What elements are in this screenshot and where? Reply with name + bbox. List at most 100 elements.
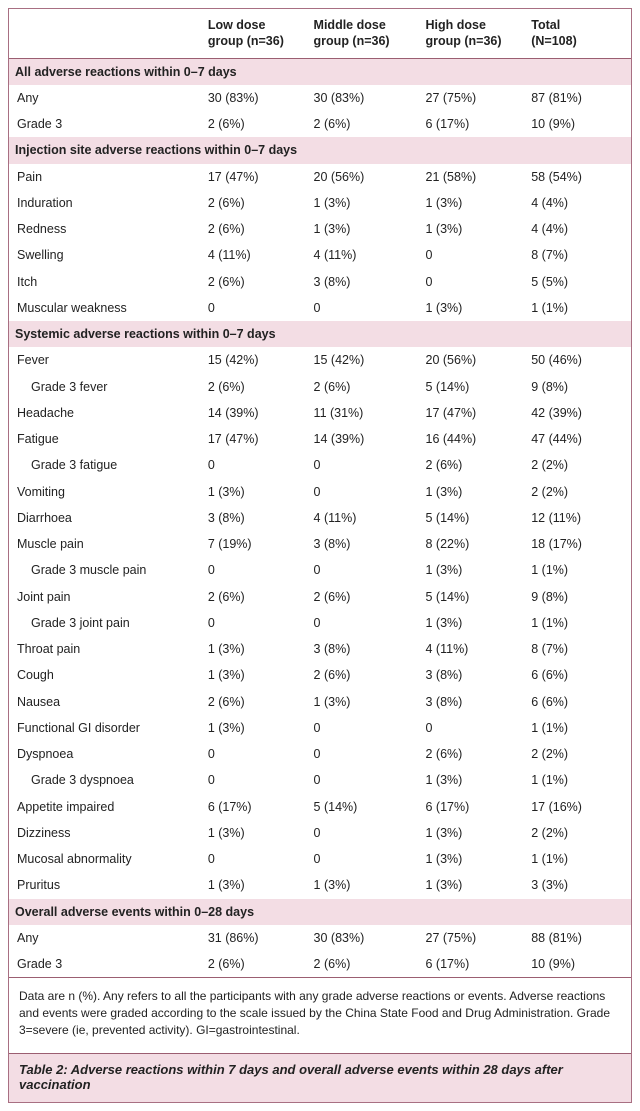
cell-value: 0 bbox=[202, 557, 308, 583]
section-header: All adverse reactions within 0–7 days bbox=[9, 58, 631, 85]
row-label: Grade 3 bbox=[9, 951, 202, 977]
table-row: Grade 32 (6%)2 (6%)6 (17%)10 (9%) bbox=[9, 951, 631, 977]
cell-value: 4 (11%) bbox=[308, 242, 420, 268]
cell-value: 3 (8%) bbox=[420, 689, 526, 715]
table-row: Nausea2 (6%)1 (3%)3 (8%)6 (6%) bbox=[9, 689, 631, 715]
cell-value: 6 (17%) bbox=[202, 794, 308, 820]
row-label: Muscular weakness bbox=[9, 295, 202, 321]
cell-value: 14 (39%) bbox=[308, 426, 420, 452]
cell-value: 0 bbox=[420, 269, 526, 295]
table-row: Mucosal abnormality001 (3%)1 (1%) bbox=[9, 846, 631, 872]
row-label: Pain bbox=[9, 164, 202, 190]
cell-value: 10 (9%) bbox=[525, 111, 631, 137]
col-2: Middle dosegroup (n=36) bbox=[308, 9, 420, 58]
cell-value: 30 (83%) bbox=[308, 925, 420, 951]
cell-value: 1 (3%) bbox=[202, 715, 308, 741]
cell-value: 1 (1%) bbox=[525, 557, 631, 583]
table-row: Any31 (86%)30 (83%)27 (75%)88 (81%) bbox=[9, 925, 631, 951]
cell-value: 5 (14%) bbox=[420, 505, 526, 531]
col-4: Total(N=108) bbox=[525, 9, 631, 58]
cell-value: 2 (6%) bbox=[308, 951, 420, 977]
cell-value: 14 (39%) bbox=[202, 400, 308, 426]
cell-value: 1 (3%) bbox=[202, 636, 308, 662]
cell-value: 2 (2%) bbox=[525, 452, 631, 478]
cell-value: 88 (81%) bbox=[525, 925, 631, 951]
col-label bbox=[9, 9, 202, 58]
row-label: Nausea bbox=[9, 689, 202, 715]
cell-value: 0 bbox=[308, 741, 420, 767]
table-row: Pain17 (47%)20 (56%)21 (58%)58 (54%) bbox=[9, 164, 631, 190]
row-label: Grade 3 muscle pain bbox=[9, 557, 202, 583]
cell-value: 1 (3%) bbox=[420, 295, 526, 321]
cell-value: 2 (6%) bbox=[202, 111, 308, 137]
cell-value: 1 (3%) bbox=[202, 872, 308, 898]
cell-value: 1 (3%) bbox=[308, 190, 420, 216]
cell-value: 0 bbox=[308, 610, 420, 636]
cell-value: 8 (7%) bbox=[525, 636, 631, 662]
table-row: Throat pain1 (3%)3 (8%)4 (11%)8 (7%) bbox=[9, 636, 631, 662]
cell-value: 0 bbox=[308, 557, 420, 583]
table-row: Pruritus1 (3%)1 (3%)1 (3%)3 (3%) bbox=[9, 872, 631, 898]
table-footnote: Data are n (%). Any refers to all the pa… bbox=[9, 977, 631, 1052]
table-row: Grade 3 joint pain001 (3%)1 (1%) bbox=[9, 610, 631, 636]
table-row: Swelling4 (11%)4 (11%)08 (7%) bbox=[9, 242, 631, 268]
row-label: Swelling bbox=[9, 242, 202, 268]
cell-value: 42 (39%) bbox=[525, 400, 631, 426]
cell-value: 2 (2%) bbox=[525, 479, 631, 505]
cell-value: 4 (4%) bbox=[525, 190, 631, 216]
cell-value: 1 (1%) bbox=[525, 767, 631, 793]
cell-value: 4 (11%) bbox=[308, 505, 420, 531]
cell-value: 6 (17%) bbox=[420, 111, 526, 137]
cell-value: 17 (16%) bbox=[525, 794, 631, 820]
row-label: Any bbox=[9, 925, 202, 951]
table-row: Dyspnoea002 (6%)2 (2%) bbox=[9, 741, 631, 767]
cell-value: 0 bbox=[308, 479, 420, 505]
row-label: Induration bbox=[9, 190, 202, 216]
cell-value: 2 (2%) bbox=[525, 820, 631, 846]
cell-value: 2 (2%) bbox=[525, 741, 631, 767]
cell-value: 5 (14%) bbox=[420, 584, 526, 610]
cell-value: 1 (3%) bbox=[308, 872, 420, 898]
table-row: Functional GI disorder1 (3%)001 (1%) bbox=[9, 715, 631, 741]
cell-value: 3 (8%) bbox=[308, 269, 420, 295]
cell-value: 5 (5%) bbox=[525, 269, 631, 295]
table-row: Fever15 (42%)15 (42%)20 (56%)50 (46%) bbox=[9, 347, 631, 373]
cell-value: 27 (75%) bbox=[420, 925, 526, 951]
cell-value: 0 bbox=[308, 715, 420, 741]
cell-value: 50 (46%) bbox=[525, 347, 631, 373]
table-row: Joint pain2 (6%)2 (6%)5 (14%)9 (8%) bbox=[9, 584, 631, 610]
cell-value: 1 (1%) bbox=[525, 610, 631, 636]
cell-value: 3 (8%) bbox=[308, 531, 420, 557]
cell-value: 1 (3%) bbox=[420, 872, 526, 898]
cell-value: 4 (11%) bbox=[202, 242, 308, 268]
row-label: Appetite impaired bbox=[9, 794, 202, 820]
table-row: Induration2 (6%)1 (3%)1 (3%)4 (4%) bbox=[9, 190, 631, 216]
col-1: Low dosegroup (n=36) bbox=[202, 9, 308, 58]
cell-value: 0 bbox=[420, 242, 526, 268]
cell-value: 1 (3%) bbox=[420, 216, 526, 242]
table-row: Grade 32 (6%)2 (6%)6 (17%)10 (9%) bbox=[9, 111, 631, 137]
row-label: Grade 3 bbox=[9, 111, 202, 137]
cell-value: 5 (14%) bbox=[308, 794, 420, 820]
cell-value: 2 (6%) bbox=[308, 662, 420, 688]
cell-value: 18 (17%) bbox=[525, 531, 631, 557]
cell-value: 2 (6%) bbox=[202, 951, 308, 977]
row-label: Redness bbox=[9, 216, 202, 242]
table-row: Fatigue17 (47%)14 (39%)16 (44%)47 (44%) bbox=[9, 426, 631, 452]
row-label: Grade 3 joint pain bbox=[9, 610, 202, 636]
cell-value: 17 (47%) bbox=[202, 426, 308, 452]
cell-value: 10 (9%) bbox=[525, 951, 631, 977]
cell-value: 3 (8%) bbox=[308, 636, 420, 662]
row-label: Dyspnoea bbox=[9, 741, 202, 767]
row-label: Fatigue bbox=[9, 426, 202, 452]
cell-value: 8 (22%) bbox=[420, 531, 526, 557]
cell-value: 31 (86%) bbox=[202, 925, 308, 951]
table-row: Grade 3 fever2 (6%)2 (6%)5 (14%)9 (8%) bbox=[9, 374, 631, 400]
cell-value: 2 (6%) bbox=[202, 584, 308, 610]
row-label: Grade 3 dyspnoea bbox=[9, 767, 202, 793]
table-row: Diarrhoea3 (8%)4 (11%)5 (14%)12 (11%) bbox=[9, 505, 631, 531]
cell-value: 1 (3%) bbox=[308, 689, 420, 715]
cell-value: 11 (31%) bbox=[308, 400, 420, 426]
section-header: Overall adverse events within 0–28 days bbox=[9, 899, 631, 925]
cell-value: 1 (1%) bbox=[525, 846, 631, 872]
